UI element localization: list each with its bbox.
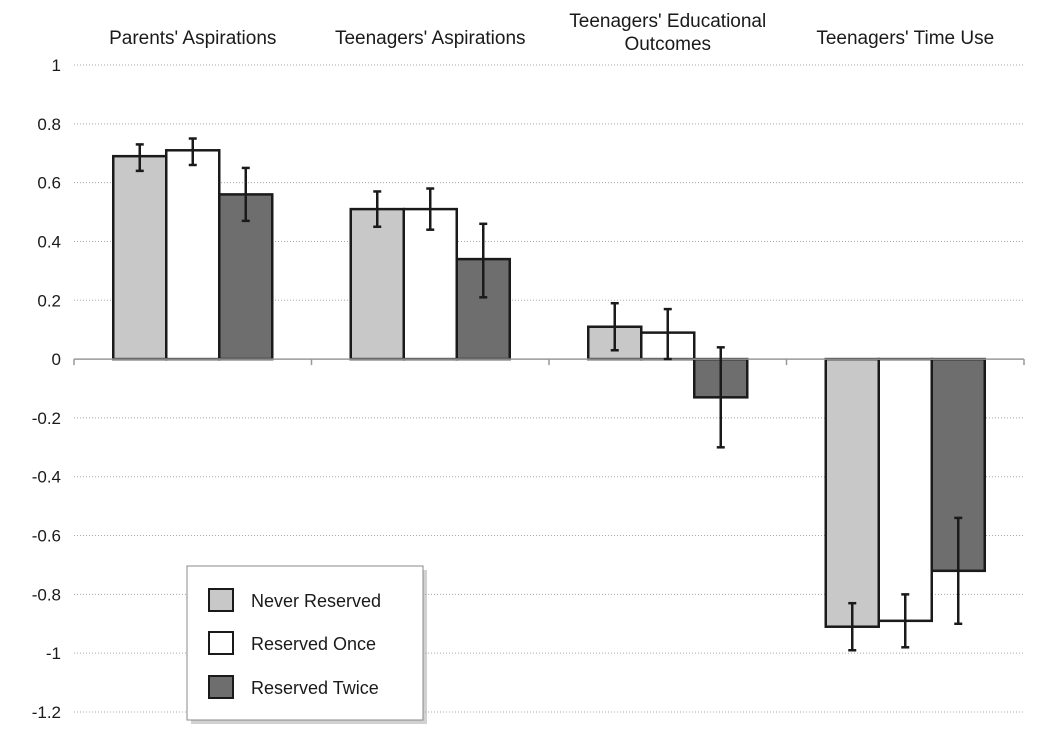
legend: Never Reserved Reserved Once Reserved Tw… xyxy=(186,565,427,724)
category-label: Parents' Aspirations xyxy=(109,28,276,49)
bar xyxy=(349,207,405,361)
legend-label-never-reserved: Never Reserved xyxy=(251,591,381,611)
y-tick-label: -0.6 xyxy=(32,527,61,546)
legend-label-reserved-twice: Reserved Twice xyxy=(251,678,379,698)
y-tick-label: -0.2 xyxy=(32,409,61,428)
zero-axis xyxy=(73,358,1025,366)
y-tick-label: 1 xyxy=(52,56,61,75)
y-tick-label: 0.4 xyxy=(37,232,61,251)
category-label: Teenagers' Educational xyxy=(569,11,766,32)
bar xyxy=(112,154,168,361)
category-label: Outcomes xyxy=(624,34,711,55)
y-tick-label: -1.2 xyxy=(32,703,61,722)
bar xyxy=(877,357,933,623)
y-tick-label: -0.8 xyxy=(32,585,61,604)
y-tick-label: 0.8 xyxy=(37,115,61,134)
legend-swatch-reserved-twice xyxy=(208,675,234,699)
y-tick-label: 0.6 xyxy=(37,174,61,193)
category-label: Teenagers' Time Use xyxy=(816,28,994,49)
category-labels: Parents' Aspirations Teenagers' Aspiratio… xyxy=(109,11,994,55)
y-tick-label: -0.4 xyxy=(32,468,61,487)
bar xyxy=(824,357,880,628)
y-tick-label: 0 xyxy=(52,350,61,369)
legend-label-reserved-once: Reserved Once xyxy=(251,634,376,654)
y-axis-tick-labels: 1 0.8 0.6 0.4 0.2 0 -0.2 -0.4 -0.6 -0.8 -1 -1.2 xyxy=(32,56,61,722)
y-tick-label: -1 xyxy=(46,644,61,663)
bar xyxy=(402,207,458,361)
bar xyxy=(165,149,221,361)
legend-swatch-never-reserved xyxy=(208,588,234,612)
gridlines xyxy=(74,64,1024,713)
error-bars xyxy=(135,137,963,652)
legend-swatch-reserved-once xyxy=(208,631,234,655)
y-tick-label: 0.2 xyxy=(37,291,61,310)
category-label: Teenagers' Aspirations xyxy=(335,28,526,49)
